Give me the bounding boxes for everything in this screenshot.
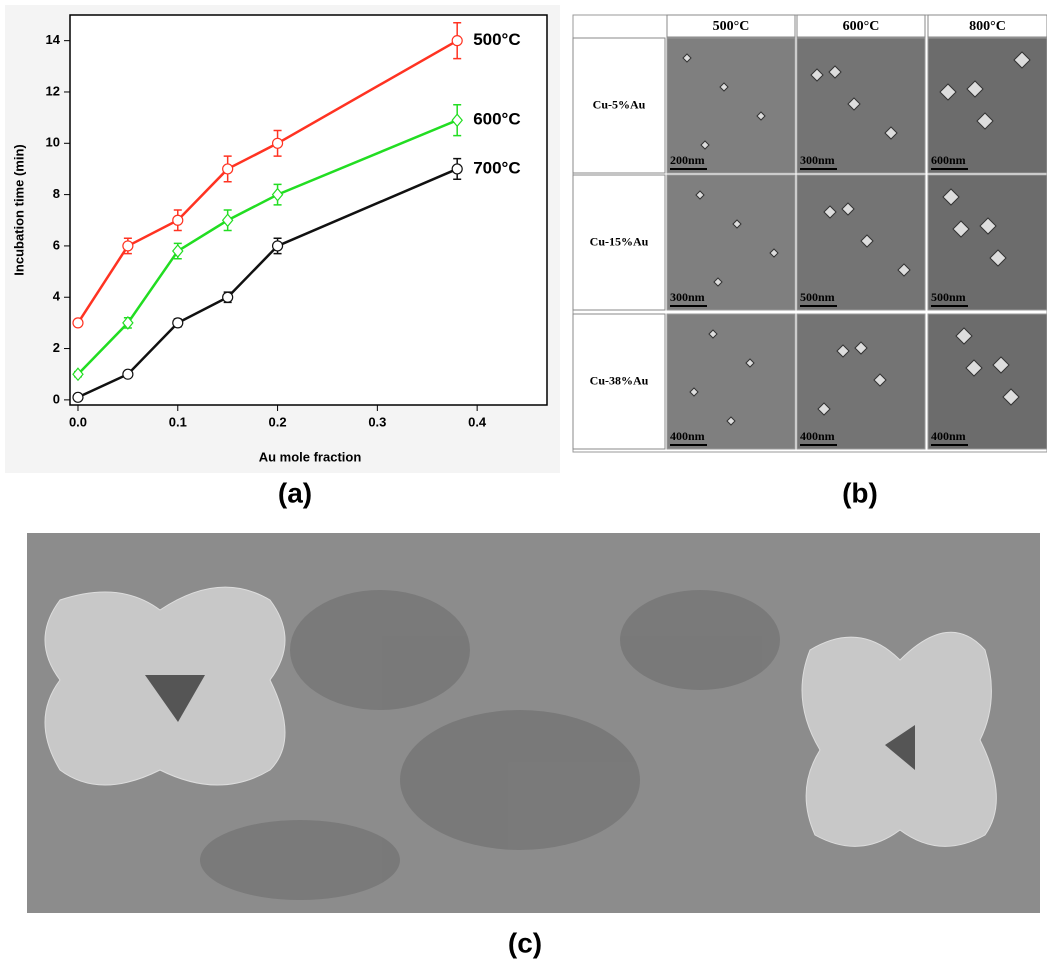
y-tick-label: 2 xyxy=(53,340,60,355)
marker xyxy=(273,241,283,251)
marker xyxy=(452,36,462,46)
series-label: 500°C xyxy=(473,30,520,49)
scale-bar-label: 500nm xyxy=(800,290,835,304)
marker xyxy=(173,215,183,225)
y-tick-label: 12 xyxy=(46,83,60,98)
y-tick-label: 0 xyxy=(53,391,60,406)
x-tick-label: 0.3 xyxy=(368,414,386,429)
x-tick-label: 0.1 xyxy=(169,414,187,429)
x-tick-label: 0.2 xyxy=(269,414,287,429)
y-tick-label: 14 xyxy=(46,32,61,47)
series-label: 600°C xyxy=(473,110,520,129)
scale-bar-label: 300nm xyxy=(800,153,835,167)
scale-bar-label: 200nm xyxy=(670,153,705,167)
scale-bar-label: 400nm xyxy=(931,429,966,443)
marker xyxy=(173,318,183,328)
marker xyxy=(452,164,462,174)
x-axis-label: Au mole fraction xyxy=(259,449,362,464)
panel-label: (c) xyxy=(508,927,542,958)
series-label: 700°C xyxy=(473,158,520,177)
y-axis-label: Incubation time (min) xyxy=(11,144,26,275)
x-tick-label: 0.4 xyxy=(468,414,487,429)
scale-bar-label: 500nm xyxy=(931,290,966,304)
y-tick-label: 10 xyxy=(46,135,60,150)
row-header: Cu-15%Au xyxy=(590,234,649,248)
column-header: 600°C xyxy=(843,19,880,34)
marker xyxy=(223,292,233,302)
scale-bar-label: 400nm xyxy=(800,429,835,443)
scale-bar-label: 300nm xyxy=(670,290,705,304)
row-header: Cu-5%Au xyxy=(593,97,646,111)
scale-bar-label: 400nm xyxy=(670,429,705,443)
scale-bar-label: 600nm xyxy=(931,153,966,167)
y-tick-label: 4 xyxy=(53,289,61,304)
row-header: Cu-38%Au xyxy=(590,373,649,387)
y-tick-label: 8 xyxy=(53,186,60,201)
y-tick-label: 6 xyxy=(53,237,60,252)
marker xyxy=(273,138,283,148)
panel-label: (b) xyxy=(842,477,878,508)
figure: Incubation time (min) Au mole fraction (… xyxy=(0,0,1047,968)
marker xyxy=(123,241,133,251)
panel-label: (a) xyxy=(278,477,312,508)
marker xyxy=(223,164,233,174)
column-header: 500°C xyxy=(713,19,750,34)
marker xyxy=(123,369,133,379)
marker xyxy=(73,318,83,328)
x-tick-label: 0.0 xyxy=(69,414,87,429)
plot-area xyxy=(70,15,547,405)
marker xyxy=(73,392,83,402)
column-header: 800°C xyxy=(969,19,1006,34)
